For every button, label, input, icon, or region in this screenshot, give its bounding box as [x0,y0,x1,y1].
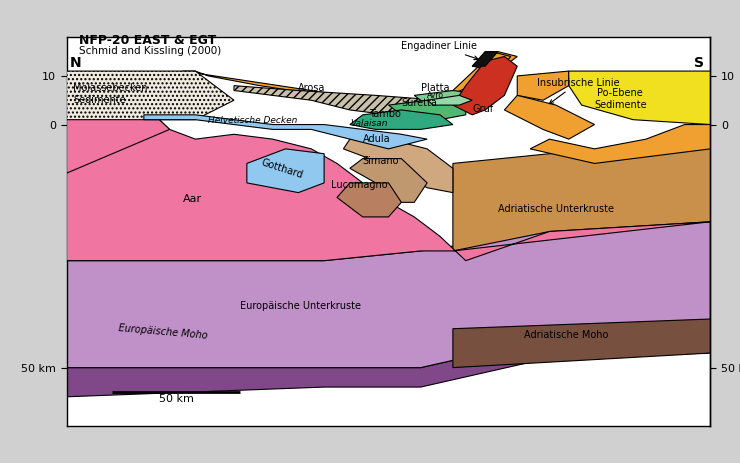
Text: N: N [70,56,81,70]
Polygon shape [67,333,710,397]
Text: Tambo: Tambo [369,109,401,119]
Text: Po-Ebene
Sedimente: Po-Ebene Sedimente [594,88,647,110]
Polygon shape [472,51,511,71]
Text: Engadiner Linie: Engadiner Linie [401,41,478,60]
Polygon shape [67,105,169,173]
Text: Arosa: Arosa [298,83,326,94]
Polygon shape [530,125,710,163]
Text: S: S [694,56,704,70]
Polygon shape [517,71,569,100]
Text: Simano: Simano [363,156,400,166]
Text: Insubrische Linie: Insubrische Linie [536,78,619,104]
Polygon shape [453,319,710,368]
Polygon shape [144,115,427,149]
Text: Aar: Aar [183,194,201,204]
Text: Europäische Moho: Europäische Moho [118,323,208,340]
Polygon shape [343,139,453,193]
Text: Schmid and Kissling (2000): Schmid and Kissling (2000) [79,46,222,56]
Text: Avro: Avro [427,91,444,100]
Text: Gruf: Gruf [472,104,494,114]
Polygon shape [234,86,479,120]
Text: Suretta: Suretta [401,98,437,107]
Polygon shape [569,71,710,125]
Text: Helvetische Decken: Helvetische Decken [208,116,297,125]
Polygon shape [505,95,594,139]
Polygon shape [453,144,710,251]
Text: Gotthard: Gotthard [260,157,304,180]
Text: Lucomagno: Lucomagno [331,180,387,190]
Text: Molassebecken
Sedimente: Molassebecken Sedimente [73,83,147,105]
Polygon shape [337,183,401,217]
Text: Adula: Adula [363,133,391,144]
Polygon shape [350,158,427,202]
Text: Valaisan: Valaisan [350,119,387,127]
Polygon shape [388,100,465,120]
Polygon shape [472,51,498,66]
Polygon shape [67,105,710,261]
Polygon shape [427,95,472,105]
Text: Platta: Platta [421,83,449,94]
Polygon shape [350,110,453,129]
Text: Europäische Unterkruste: Europäische Unterkruste [240,301,361,311]
Polygon shape [67,222,710,368]
Text: NFP-20 EAST & EGT: NFP-20 EAST & EGT [79,34,217,47]
Polygon shape [247,149,324,193]
Polygon shape [183,51,517,105]
Polygon shape [67,71,234,120]
Polygon shape [414,91,491,110]
Polygon shape [453,56,517,115]
Text: 50 km: 50 km [158,394,193,404]
Text: Adriatische Moho: Adriatische Moho [524,331,608,340]
Text: Adriatische Unterkruste: Adriatische Unterkruste [498,204,614,214]
